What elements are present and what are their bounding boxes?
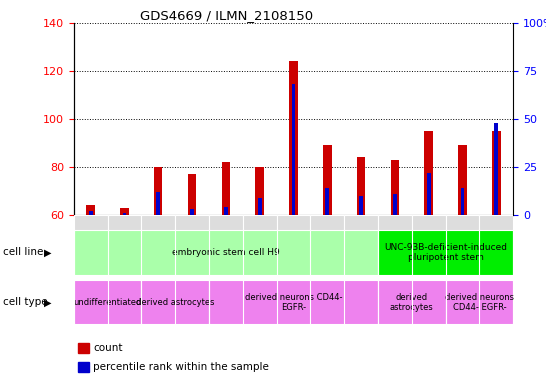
Bar (393, 194, 397, 215)
Text: cell type: cell type (3, 297, 48, 308)
Bar (209, 280, 378, 324)
Text: count: count (93, 343, 123, 353)
Text: derived
astrocytes: derived astrocytes (390, 293, 434, 312)
Bar (122, 213, 126, 215)
Bar (156, 192, 160, 215)
Text: ▶: ▶ (44, 297, 52, 308)
Text: embryonic stem cell H9: embryonic stem cell H9 (172, 248, 280, 257)
Bar (258, 198, 262, 215)
Bar (446, 215, 479, 230)
Bar (209, 215, 243, 230)
Bar (74, 215, 108, 230)
Bar (277, 215, 310, 230)
Text: derived astrocytes: derived astrocytes (136, 298, 215, 307)
Bar (222, 162, 230, 215)
Bar (289, 61, 298, 215)
Bar (78, 343, 89, 353)
Bar (427, 173, 431, 215)
Bar (357, 157, 365, 215)
Text: cell line: cell line (3, 247, 43, 258)
Bar (74, 230, 378, 275)
Bar (492, 131, 501, 215)
Bar (446, 280, 513, 324)
Bar (378, 280, 446, 324)
Bar (190, 209, 194, 215)
Bar (378, 230, 513, 275)
Text: ▶: ▶ (44, 247, 52, 258)
Bar (325, 188, 329, 215)
Text: percentile rank within the sample: percentile rank within the sample (93, 362, 269, 372)
Bar (310, 215, 344, 230)
Bar (175, 215, 209, 230)
Text: UNC-93B-deficient-induced
pluripotent stem: UNC-93B-deficient-induced pluripotent st… (384, 243, 507, 262)
Bar (141, 215, 175, 230)
Bar (243, 215, 277, 230)
Bar (344, 215, 378, 230)
Bar (154, 167, 163, 215)
Bar (424, 131, 433, 215)
Bar (391, 160, 399, 215)
Bar (256, 167, 264, 215)
Bar (74, 280, 141, 324)
Bar (458, 146, 467, 215)
Bar (224, 207, 228, 215)
Text: derived neurons
CD44- EGFR-: derived neurons CD44- EGFR- (445, 293, 514, 312)
Bar (359, 196, 363, 215)
Bar (378, 215, 412, 230)
Bar (188, 174, 196, 215)
Text: GDS4669 / ILMN_2108150: GDS4669 / ILMN_2108150 (140, 9, 313, 22)
Bar (108, 215, 141, 230)
Bar (479, 215, 513, 230)
Bar (292, 84, 295, 215)
Bar (86, 205, 95, 215)
Text: derived neurons CD44-
EGFR-: derived neurons CD44- EGFR- (245, 293, 342, 312)
Bar (323, 146, 331, 215)
Bar (412, 215, 446, 230)
Bar (88, 211, 92, 215)
Bar (141, 280, 209, 324)
Bar (495, 123, 498, 215)
Bar (78, 362, 89, 372)
Bar (461, 188, 465, 215)
Bar (120, 208, 129, 215)
Text: undifferentiated: undifferentiated (73, 298, 142, 307)
